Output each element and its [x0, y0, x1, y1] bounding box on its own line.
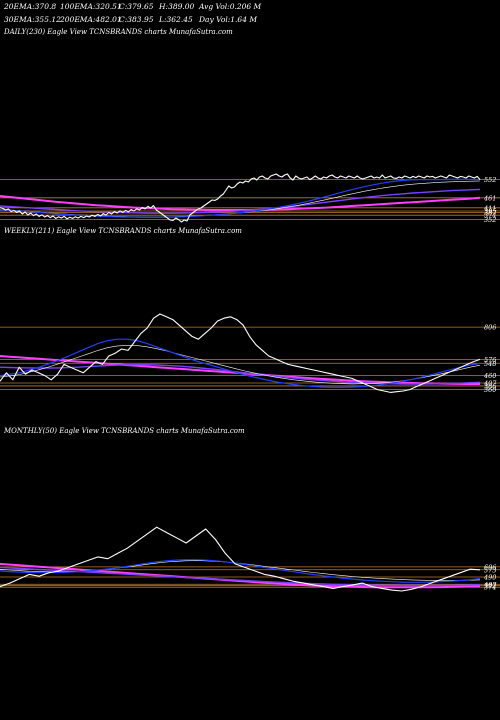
stat-close: C:383.95 — [119, 15, 154, 24]
level-label-monthly-1: 573 — [484, 566, 496, 574]
level-label-monthly-2: 490 — [483, 574, 496, 582]
series-ema100-weekly — [0, 364, 481, 385]
stat-100ema: 100EMA:320.51 — [60, 2, 122, 11]
level-label-daily-3: 395 — [484, 208, 496, 216]
stat-open: C:379.65 — [119, 2, 154, 11]
series-ema20-weekly — [0, 338, 481, 388]
level-label-daily-6: 352 — [484, 216, 496, 224]
series-ema20-daily — [0, 178, 481, 218]
stat-high: H:389.00 — [158, 2, 195, 11]
header-stats: 20EMA:370.8 100EMA:320.51 C:379.65 H:389… — [3, 2, 262, 24]
series-price-weekly — [0, 313, 481, 393]
level-label-weekly-6: 360 — [484, 386, 496, 394]
level-label-monthly-0: 606 — [484, 563, 496, 571]
level-label-monthly-5: 374 — [484, 584, 496, 592]
stat-low: L:362.45 — [158, 15, 193, 24]
level-label-weekly-0: 806 — [484, 324, 496, 332]
level-label-daily-0: 552 — [484, 176, 496, 184]
level-label-monthly-3: 407 — [483, 581, 497, 589]
level-label-weekly-5: 386 — [484, 382, 496, 390]
level-label-weekly-1: 576 — [484, 356, 496, 364]
level-label-weekly-4: 407 — [483, 380, 497, 388]
level-label-daily-2: 411 — [483, 204, 496, 212]
level-label-weekly-3: 460 — [483, 372, 496, 380]
stat-avg-vol: Avg Vol:0.206 M — [198, 2, 262, 11]
level-label-daily-5: 374 — [484, 212, 496, 220]
series-ema200-daily — [0, 195, 481, 211]
series-ema100-daily — [0, 188, 481, 214]
panel-label-monthly: MONTHLY(50) Eagle View TCNSBRANDS charts… — [3, 427, 245, 435]
stat-day-vol: Day Vol:1.64 M — [198, 15, 257, 24]
stat-20ema: 20EMA:370.8 — [3, 2, 56, 11]
series-ema30-weekly — [0, 345, 481, 385]
panel-label-weekly: WEEKLY(211) Eagle View TCNSBRANDS charts… — [4, 227, 242, 235]
series-ema200-monthly — [0, 562, 481, 589]
panel-label-daily: DAILY(230) Eagle View TCNSBRANDS charts … — [3, 28, 233, 36]
series-ema20-monthly — [0, 559, 481, 583]
stat-200ema: 200EMA:482.01 — [59, 15, 122, 24]
level-label-monthly-4: 392 — [484, 582, 496, 590]
stat-30ema: 30EMA:355.12 — [4, 15, 61, 24]
level-label-daily-4: 387 — [484, 209, 497, 217]
level-label-weekly-2: 548 — [484, 360, 496, 368]
series-price-monthly — [0, 526, 481, 592]
chart-panels: 5524614113953873743528065765484604073863… — [0, 173, 500, 592]
level-label-daily-1: 461 — [483, 194, 496, 202]
series-price-daily — [0, 173, 481, 223]
